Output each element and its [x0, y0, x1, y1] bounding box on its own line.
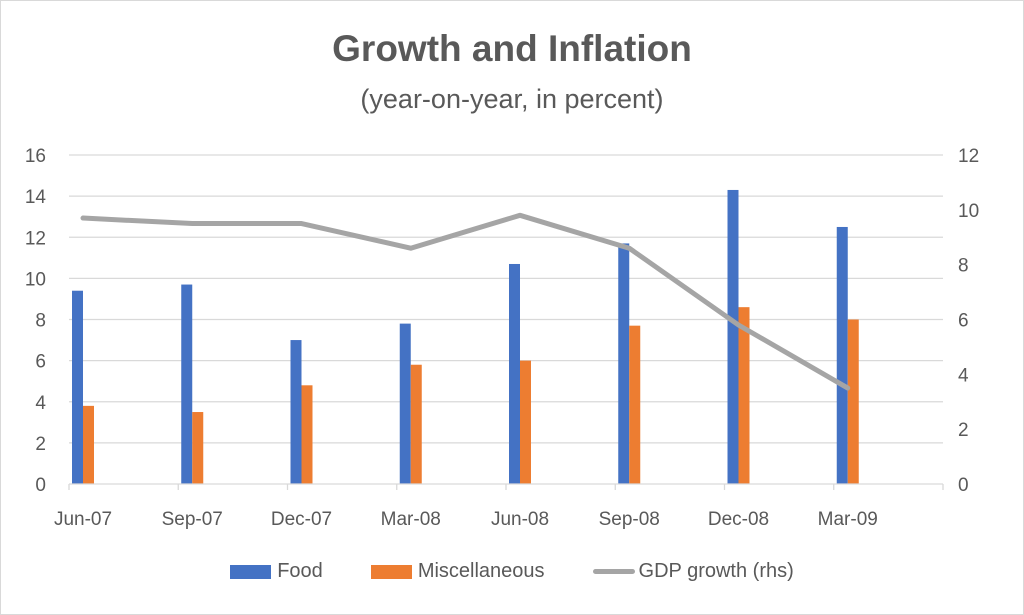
- y-right-tick-label: 0: [958, 475, 969, 496]
- bar-miscellaneous: [847, 319, 859, 484]
- legend-swatch-food: [230, 564, 272, 579]
- x-tick-label: Dec-07: [271, 509, 332, 530]
- bar-food: [727, 189, 739, 485]
- chart-subtitle: (year-on-year, in percent): [360, 84, 664, 114]
- bar-food: [836, 226, 848, 484]
- bar-food: [399, 323, 411, 484]
- chart-title: Growth and Inflation: [332, 28, 692, 69]
- legend: Food Miscellaneous GDP growth (rhs): [0, 560, 1024, 583]
- y-left-tick-label: 16: [25, 146, 46, 167]
- bars: [72, 189, 859, 485]
- legend-swatch-miscellaneous: [370, 564, 412, 579]
- x-tick-label: Sep-08: [599, 509, 660, 530]
- bar-food: [290, 340, 302, 484]
- bar-miscellaneous: [301, 385, 313, 484]
- bar-miscellaneous: [629, 325, 641, 484]
- y-left-tick-label: 10: [25, 269, 46, 290]
- legend-label-miscellaneous: Miscellaneous: [417, 560, 545, 582]
- bar-miscellaneous: [410, 364, 422, 484]
- y-left-tick-label: 14: [25, 187, 47, 208]
- y-left-tick-label: 4: [35, 393, 46, 414]
- y-left-tick-label: 0: [35, 475, 46, 496]
- y-left-tick-label: 8: [35, 311, 46, 332]
- x-tick-label: Mar-09: [818, 509, 878, 530]
- y-left-tick-label: 12: [25, 228, 46, 249]
- x-tick-label: Dec-08: [708, 509, 769, 530]
- legend-item-miscellaneous: Miscellaneous: [370, 560, 545, 583]
- y-left-tick-label: 2: [35, 434, 46, 455]
- bar-food: [181, 284, 193, 484]
- legend-item-gdp-growth: GDP growth (rhs): [592, 560, 794, 583]
- y-right-tick-label: 2: [958, 420, 969, 441]
- bar-miscellaneous: [83, 405, 94, 484]
- gdp-line: [80, 212, 851, 391]
- x-tick-label: Sep-07: [162, 509, 223, 530]
- legend-swatch-gdp-growth: [592, 569, 635, 574]
- bar-miscellaneous: [520, 360, 531, 484]
- y-left-tick-label: 6: [35, 352, 46, 373]
- y-right-tick-label: 10: [958, 201, 979, 222]
- bar-food: [618, 243, 630, 484]
- legend-item-food: Food: [230, 560, 323, 583]
- bar-miscellaneous: [192, 412, 204, 484]
- bar-food: [72, 290, 83, 484]
- x-tick-label: Mar-08: [381, 509, 441, 530]
- y-right-tick-label: 6: [958, 311, 969, 332]
- gridlines: [69, 154, 943, 444]
- x-tick-label: Jun-07: [54, 509, 112, 530]
- x-tick-label: Jun-08: [491, 509, 549, 530]
- bar-food: [509, 263, 520, 484]
- bar-miscellaneous: [738, 307, 750, 484]
- legend-label-gdp-growth: GDP growth (rhs): [638, 560, 794, 582]
- y-right-tick-label: 4: [958, 365, 969, 386]
- y-right-tick-label: 12: [958, 146, 979, 167]
- legend-label-food: Food: [277, 560, 323, 582]
- y-right-tick-label: 8: [958, 256, 969, 277]
- gdp-growth-line: [80, 212, 851, 391]
- axes: 0 2 4 6 8 10 12 14 16 0 2 4 6 8 10 12 Jun-07 Sep-07 Dec-07…: [25, 146, 979, 530]
